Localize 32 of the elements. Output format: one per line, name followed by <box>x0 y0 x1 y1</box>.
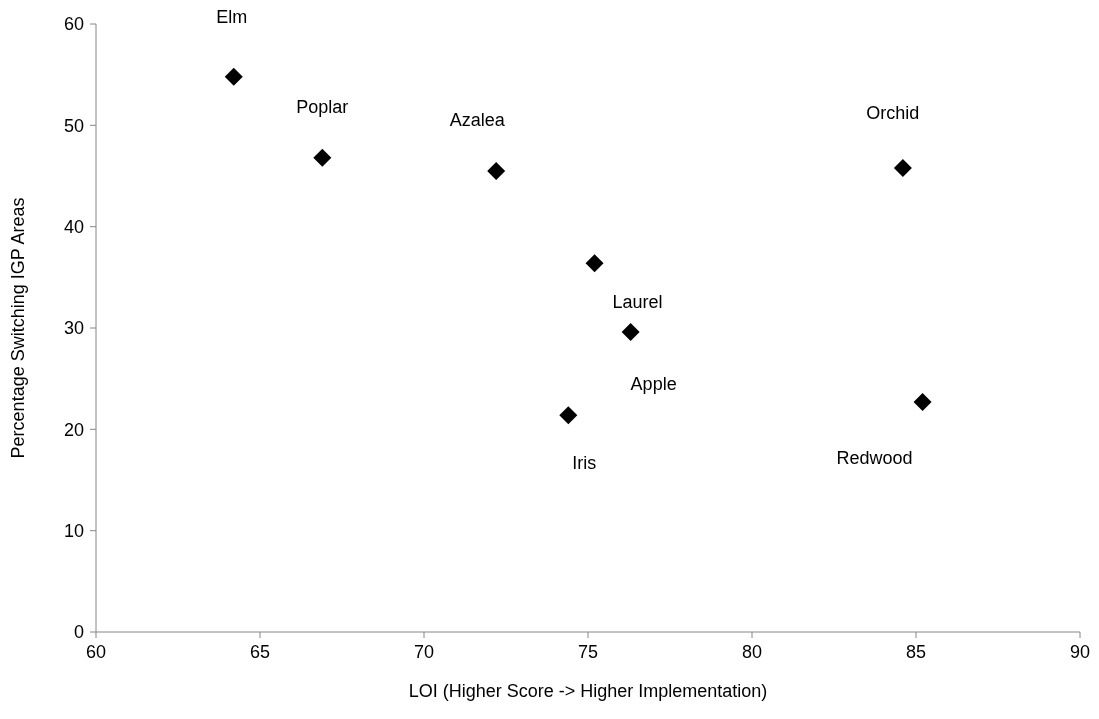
x-tick-label: 60 <box>85 642 107 662</box>
point <box>913 392 932 411</box>
y-tick-label: 30 <box>63 318 84 339</box>
x-tick-label: 65 <box>249 642 271 662</box>
annotation: Laurel <box>612 292 663 313</box>
x-axis-title: LOI (Higher Score -> Higher Implementation) <box>408 681 768 701</box>
y-tick-label: 0 <box>73 622 84 643</box>
point <box>487 161 506 180</box>
point <box>224 67 243 86</box>
annotation: Redwood <box>836 448 913 469</box>
y-tick-label: 10 <box>63 520 84 541</box>
x-tick-label: 80 <box>741 642 763 662</box>
y-axis-title: Percentage Switching IGP Areas <box>8 197 28 459</box>
y-tick-label: 60 <box>63 14 84 35</box>
point <box>893 158 912 177</box>
x-tick-label: 75 <box>577 642 599 662</box>
x-tick-label: 85 <box>905 642 927 662</box>
point <box>621 323 640 342</box>
y-tick-label: 40 <box>63 216 84 237</box>
x-tick-label: 90 <box>1069 642 1091 662</box>
point <box>585 254 604 273</box>
annotation: Elm <box>216 6 248 27</box>
annotation: Orchid <box>866 103 920 124</box>
annotation: Iris <box>572 453 597 474</box>
y-tick-label: 50 <box>63 115 84 136</box>
point <box>559 406 578 425</box>
x-tick-label: 70 <box>413 642 435 662</box>
y-tick-label: 20 <box>63 419 84 440</box>
annotation: Poplar <box>296 97 349 118</box>
point <box>313 148 332 167</box>
annotation: Azalea <box>449 110 506 131</box>
annotation: Apple <box>630 374 677 395</box>
